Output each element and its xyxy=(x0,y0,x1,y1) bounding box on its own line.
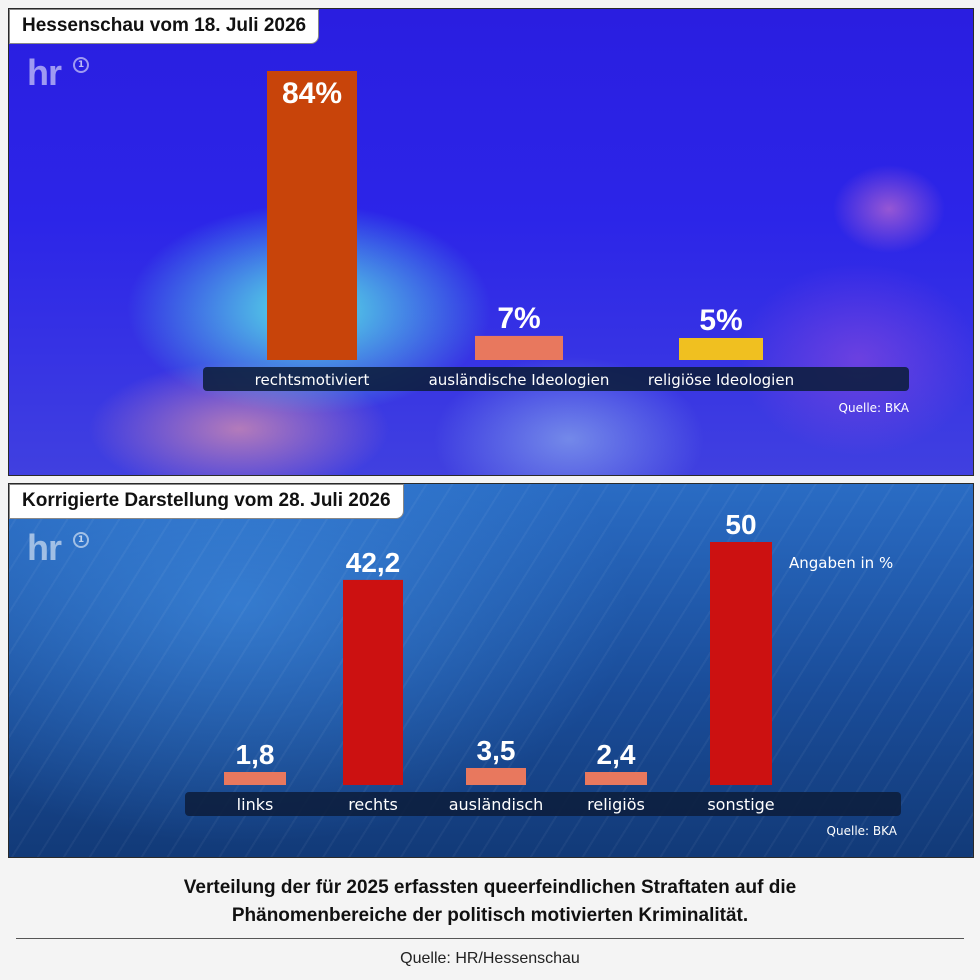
panel-title-badge: Hessenschau vom 18. Juli 2026 xyxy=(9,9,320,44)
channel-one-icon: 1 xyxy=(73,57,89,73)
bar xyxy=(475,335,563,360)
panel-title-badge: Korrigierte Darstellung vom 28. Juli 202… xyxy=(9,484,404,519)
panel-corrected: 1,8 links 42,2 rechts 3,5 ausländisch 2,4 relig… xyxy=(8,483,974,858)
category-label: religiös xyxy=(587,795,645,814)
caption-line-2: Phänomenbereiche der politisch motiviert… xyxy=(231,905,749,926)
source-label: Quelle: BKA xyxy=(826,824,897,838)
bar xyxy=(710,542,772,785)
value-label: 2,4 xyxy=(597,739,636,770)
value-label: 5% xyxy=(699,304,742,337)
category-label: religiöse Ideologien xyxy=(648,371,794,389)
unit-note: Angaben in % xyxy=(789,554,894,572)
bar xyxy=(267,71,357,360)
value-label: 3,5 xyxy=(477,735,516,766)
divider xyxy=(16,938,964,939)
bar xyxy=(466,767,526,785)
hr-logo: hr 1 xyxy=(27,53,97,93)
chart-original: 84% rechtsmotiviert 7% ausländische Ideolog… xyxy=(203,71,909,391)
category-label: rechts xyxy=(348,795,398,814)
bar xyxy=(585,772,647,785)
value-label: 42,2 xyxy=(346,547,401,578)
category-strip xyxy=(203,367,909,391)
value-label: 84% xyxy=(282,77,342,110)
bar xyxy=(679,338,763,360)
caption-line-1: Verteilung der für 2025 erfassten queerf… xyxy=(183,877,797,898)
category-label: rechtsmotiviert xyxy=(255,371,370,389)
category-label: ausländisch xyxy=(449,795,544,814)
category-strip xyxy=(185,792,901,816)
bar xyxy=(343,579,403,785)
chart-corrected: 1,8 links 42,2 rechts 3,5 ausländisch 2,4 relig… xyxy=(185,509,901,816)
category-label: links xyxy=(237,795,274,814)
source-label: Quelle: BKA xyxy=(838,401,909,415)
figure-caption: Verteilung der für 2025 erfassten queerf… xyxy=(0,874,980,930)
footer-source: Quelle: HR/Hessenschau xyxy=(400,950,580,967)
category-label: ausländische Ideologien xyxy=(429,371,610,389)
hr-logo: hr 1 xyxy=(27,528,97,568)
panel-original: 84% rechtsmotiviert 7% ausländische Ideolog… xyxy=(8,8,974,476)
value-label: 1,8 xyxy=(236,739,275,770)
value-label: 7% xyxy=(497,302,540,335)
category-label: sonstige xyxy=(707,795,774,814)
channel-one-icon: 1 xyxy=(73,532,89,548)
bar xyxy=(224,772,286,785)
value-label: 50 xyxy=(725,509,756,540)
